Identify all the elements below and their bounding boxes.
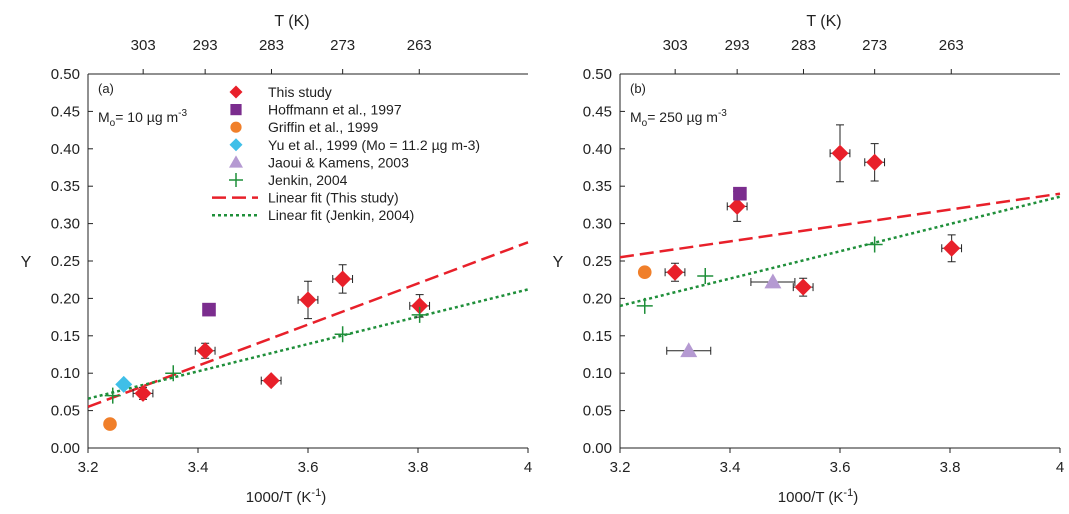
legend-label: Griffin et al., 1999 [268,119,378,135]
data-point [866,153,884,171]
x-axis-title: 1000/T (K-1) [778,487,858,506]
data-point [411,297,429,315]
fit-line [620,195,1061,308]
data-point [733,186,747,201]
y-tick-label: 0.25 [583,253,612,270]
data-point [196,342,214,360]
legend-marker [229,138,243,152]
y-tick-label: 0.10 [51,365,80,382]
x-tick-label: 3.8 [408,459,429,476]
x-tick-label: 4 [1056,459,1064,476]
data-point [103,417,117,431]
data-point [411,306,428,323]
x-tick-label: 3.2 [610,459,631,476]
data-point [165,365,182,382]
legend-marker [230,104,242,116]
fit-line [620,192,1061,259]
legend-marker [230,121,242,133]
panel-a: 0.00 0.05 0.10 0.15 0.20 0.25 0.30 0.35 0.40 0.45… [21,13,533,506]
y-tick-label: 0.50 [51,66,80,83]
legend-label: Linear fit (Jenkin, 2004) [268,207,414,223]
y-tick-label: 0.20 [51,290,80,307]
top-tick-label: 303 [131,37,156,54]
x-tick-label: 3.6 [830,459,851,476]
y-tick-label: 0.30 [51,216,80,233]
legend-label: Hoffmann et al., 1997 [268,102,402,118]
data-point [764,273,782,289]
top-tick-label: 263 [407,37,432,54]
top-tick-label: 273 [862,37,887,54]
legend-marker [229,155,243,168]
y-tick-label: 0.50 [583,66,612,83]
top-tick-label: 293 [193,37,218,54]
x-tick-label: 3.4 [188,459,209,476]
data-point [637,265,652,280]
data-point [666,263,684,281]
top-tick-label: 273 [330,37,355,54]
y-axis-title: Y [21,254,32,271]
data-point [202,302,216,317]
fit-line [88,241,529,409]
panel-b: 0.00 0.05 0.10 0.15 0.20 0.25 0.30 0.35 0.40 0.45… [553,13,1065,506]
x-tick-label: 3.6 [298,459,319,476]
y-tick-label: 0.40 [51,141,80,158]
concentration-annotation: Mo= 250 µg m-3 [630,108,727,129]
legend-label: Jaoui & Kamens, 2003 [268,154,409,170]
top-axis-title: T (K) [274,13,309,30]
legend-label: Jenkin, 2004 [268,172,348,188]
y-tick-label: 0.30 [583,216,612,233]
legend-marker [229,173,243,187]
data-point [299,291,317,309]
data-point [115,375,133,393]
y-tick-label: 0.05 [51,403,80,420]
panel-label: (a) [98,81,114,96]
data-point [728,197,746,215]
x-tick-label: 3.4 [720,459,741,476]
data-point [680,342,698,358]
data-point [943,239,961,257]
x-axis-title: 1000/T (K-1) [246,487,326,506]
data-point [636,297,653,314]
top-tick-label: 283 [259,37,284,54]
top-tick-label: 283 [791,37,816,54]
data-point [831,144,849,162]
data-point [794,278,812,296]
y-tick-label: 0.45 [583,103,612,120]
y-tick-label: 0.40 [583,141,612,158]
top-axis-title: T (K) [806,13,841,30]
y-tick-label: 0.00 [583,440,612,457]
y-tick-label: 0.05 [583,403,612,420]
x-tick-label: 3.8 [940,459,961,476]
x-tick-label: 3.2 [78,459,99,476]
concentration-annotation: Mo= 10 µg m-3 [98,108,188,129]
y-tick-label: 0.35 [583,178,612,195]
top-tick-label: 263 [939,37,964,54]
y-tick-label: 0.15 [51,328,80,345]
legend-marker [229,85,243,99]
data-point [866,236,883,253]
data-point [334,270,352,288]
y-tick-label: 0.45 [51,103,80,120]
y-tick-label: 0.15 [583,328,612,345]
data-point [134,384,152,402]
top-tick-label: 303 [663,37,688,54]
y-tick-label: 0.20 [583,290,612,307]
x-tick-label: 4 [524,459,532,476]
top-tick-label: 293 [725,37,750,54]
data-point [697,267,714,284]
y-tick-label: 0.00 [51,440,80,457]
data-point [262,372,280,390]
y-axis-title: Y [553,254,564,271]
y-tick-label: 0.10 [583,365,612,382]
legend-label: Yu et al., 1999 (Mo = 11.2 µg m-3) [268,137,480,153]
panel-label: (b) [630,81,646,96]
data-point [104,387,121,404]
y-tick-label: 0.35 [51,178,80,195]
legend-label: This study [268,84,332,100]
legend-label: Linear fit (This study) [268,190,399,206]
data-point [334,326,351,343]
y-tick-label: 0.25 [51,253,80,270]
